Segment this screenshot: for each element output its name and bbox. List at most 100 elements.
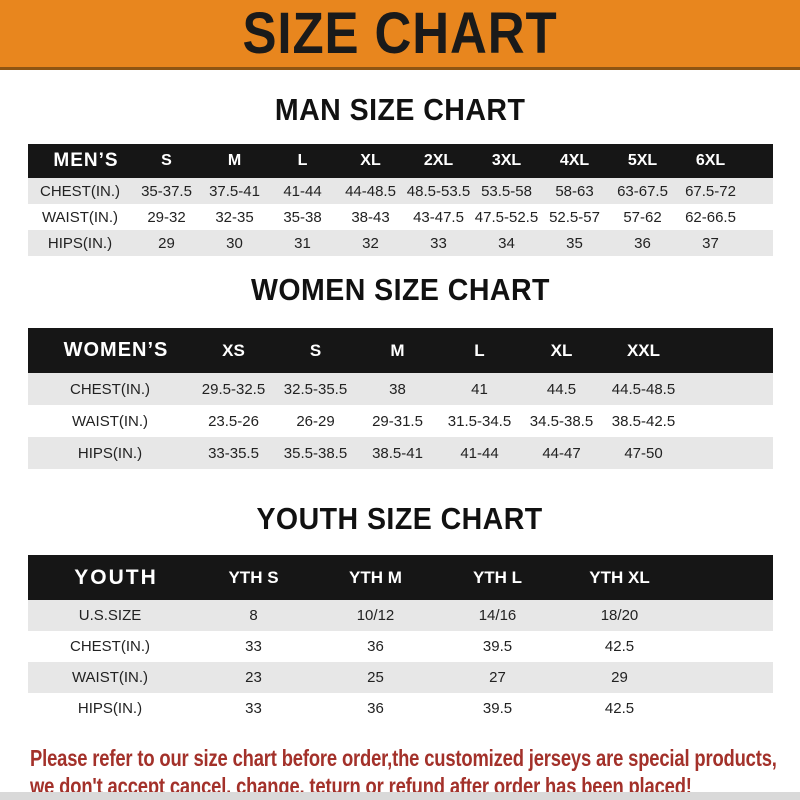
table-row: U.S.SIZE 8 10/12 14/16 18/20 [27, 600, 773, 631]
men-size-col-header: 6XL [676, 144, 745, 178]
cell: 14/16 [436, 600, 559, 631]
men-size-col-header: XL [336, 144, 405, 178]
banner-title: SIZE CHART [242, 0, 558, 66]
header-filler [684, 328, 773, 373]
cell: 43-47.5 [404, 204, 473, 230]
cell: 53.5-58 [472, 178, 541, 204]
banner: SIZE CHART [0, 0, 800, 70]
cell: 39.5 [436, 693, 559, 724]
cell: 36 [314, 631, 437, 662]
cell-filler [680, 693, 773, 724]
youth-section-title-text: YOUTH SIZE CHART [256, 501, 544, 536]
cell: 10/12 [314, 600, 437, 631]
cell: 42.5 [558, 693, 681, 724]
footer-note-line1: Please refer to our size chart before or… [30, 745, 777, 771]
cell: 38.5-41 [356, 437, 439, 469]
cell-filler [684, 405, 773, 437]
table-row: HIPS(IN.) 29 30 31 32 33 34 35 36 37 [27, 230, 773, 256]
men-table-header-row: MEN’S S M L XL 2XL 3XL 4XL 5XL 6XL [27, 144, 773, 178]
cell: 48.5-53.5 [404, 178, 473, 204]
women-size-col-header: XS [192, 328, 275, 373]
women-size-col-header: XL [520, 328, 603, 373]
row-label: U.S.SIZE [27, 600, 193, 631]
youth-table-corner-label: YOUTH [27, 555, 193, 600]
cell: 35-37.5 [132, 178, 201, 204]
youth-size-col-header: YTH M [314, 555, 437, 600]
cell: 36 [314, 693, 437, 724]
cell: 35.5-38.5 [274, 437, 357, 469]
cell: 47.5-52.5 [472, 204, 541, 230]
youth-size-col-header: YTH L [436, 555, 559, 600]
cell: 35 [540, 230, 609, 256]
row-label: HIPS(IN.) [27, 230, 133, 256]
table-row: WAIST(IN.) 23.5-26 26-29 29-31.5 31.5-34… [27, 405, 773, 437]
women-size-col-header: M [356, 328, 439, 373]
cell: 37.5-41 [200, 178, 269, 204]
cell: 44-47 [520, 437, 603, 469]
cell-filler [744, 178, 773, 204]
cell: 38.5-42.5 [602, 405, 685, 437]
cell: 29-32 [132, 204, 201, 230]
cell: 67.5-72 [676, 178, 745, 204]
cell: 41 [438, 373, 521, 405]
cell: 29 [558, 662, 681, 693]
row-label: CHEST(IN.) [27, 373, 193, 405]
cell: 33 [192, 631, 315, 662]
men-size-col-header: L [268, 144, 337, 178]
row-label: HIPS(IN.) [27, 437, 193, 469]
men-section: MAN SIZE CHART MEN’S S M L XL 2XL 3XL 4X… [0, 93, 800, 256]
cell: 35-38 [268, 204, 337, 230]
cell: 38-43 [336, 204, 405, 230]
cell-filler [680, 631, 773, 662]
cell-filler [684, 437, 773, 469]
cell: 33-35.5 [192, 437, 275, 469]
cell: 29 [132, 230, 201, 256]
men-size-table: MEN’S S M L XL 2XL 3XL 4XL 5XL 6XL CHEST… [27, 144, 773, 256]
cell: 39.5 [436, 631, 559, 662]
cell-filler [744, 204, 773, 230]
men-section-title: MAN SIZE CHART [0, 93, 800, 130]
cell: 58-63 [540, 178, 609, 204]
cell: 44.5 [520, 373, 603, 405]
cell: 33 [192, 693, 315, 724]
row-label: HIPS(IN.) [27, 693, 193, 724]
table-row: WAIST(IN.) 23 25 27 29 [27, 662, 773, 693]
youth-size-col-header: YTH XL [558, 555, 681, 600]
cell: 29.5-32.5 [192, 373, 275, 405]
row-label: WAIST(IN.) [27, 204, 133, 230]
youth-size-col-header: YTH S [192, 555, 315, 600]
cell: 37 [676, 230, 745, 256]
men-size-col-header: 5XL [608, 144, 677, 178]
footer-note: Please refer to our size chart before or… [30, 744, 800, 800]
women-table-corner-label: WOMEN’S [27, 328, 193, 373]
table-row: CHEST(IN.) 29.5-32.5 32.5-35.5 38 41 44.… [27, 373, 773, 405]
cell: 32.5-35.5 [274, 373, 357, 405]
row-label: CHEST(IN.) [27, 178, 133, 204]
cell: 36 [608, 230, 677, 256]
cell-filler [680, 662, 773, 693]
women-section-title: WOMEN SIZE CHART [0, 273, 800, 310]
row-label: WAIST(IN.) [27, 405, 193, 437]
men-section-title-text: MAN SIZE CHART [274, 92, 526, 127]
youth-section-title: YOUTH SIZE CHART [0, 502, 800, 539]
women-section: WOMEN SIZE CHART WOMEN’S XS S M L XL XXL [0, 273, 800, 469]
youth-size-table: YOUTH YTH S YTH M YTH L YTH XL U.S.SIZE … [27, 555, 773, 724]
cell: 41-44 [268, 178, 337, 204]
cell: 30 [200, 230, 269, 256]
cell-filler [744, 230, 773, 256]
header-filler [744, 144, 773, 178]
cell: 41-44 [438, 437, 521, 469]
women-size-col-header: XXL [602, 328, 685, 373]
women-section-title-text: WOMEN SIZE CHART [250, 272, 550, 307]
table-row: WAIST(IN.) 29-32 32-35 35-38 38-43 43-47… [27, 204, 773, 230]
women-size-table: WOMEN’S XS S M L XL XXL CHEST(IN.) 29.5-… [27, 328, 773, 469]
youth-table-header-row: YOUTH YTH S YTH M YTH L YTH XL [27, 555, 773, 600]
cell-filler [684, 373, 773, 405]
cell: 63-67.5 [608, 178, 677, 204]
men-table-corner-label: MEN’S [27, 144, 133, 178]
cell: 31 [268, 230, 337, 256]
cell: 32 [336, 230, 405, 256]
bottom-strip [0, 792, 800, 800]
table-row: CHEST(IN.) 35-37.5 37.5-41 41-44 44-48.5… [27, 178, 773, 204]
